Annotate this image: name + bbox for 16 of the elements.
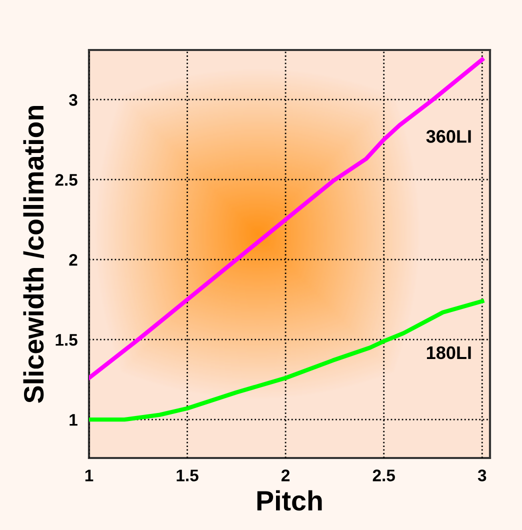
line-series [89, 299, 484, 422]
series-label: 360LI [426, 130, 471, 143]
line-series [89, 58, 484, 380]
y-tick-label: 2.5 [55, 174, 78, 186]
y-tick-label: 1 [70, 414, 78, 426]
x-tick-label: 1.5 [176, 470, 198, 482]
x-axis-title: Pitch [257, 490, 322, 511]
x-tick-label: 2 [282, 470, 290, 482]
series-label: 180LI [426, 346, 471, 360]
x-tick-label: 1 [85, 470, 94, 482]
y-tick-label: 3 [69, 94, 78, 106]
x-tick-label: 2.5 [372, 470, 395, 482]
y-tick-label: 1.5 [56, 334, 78, 346]
y-tick-label: 2 [69, 254, 78, 266]
x-tick-label: 3 [478, 470, 486, 482]
y-axis-title: Slicewidth /collimation [23, 106, 44, 403]
